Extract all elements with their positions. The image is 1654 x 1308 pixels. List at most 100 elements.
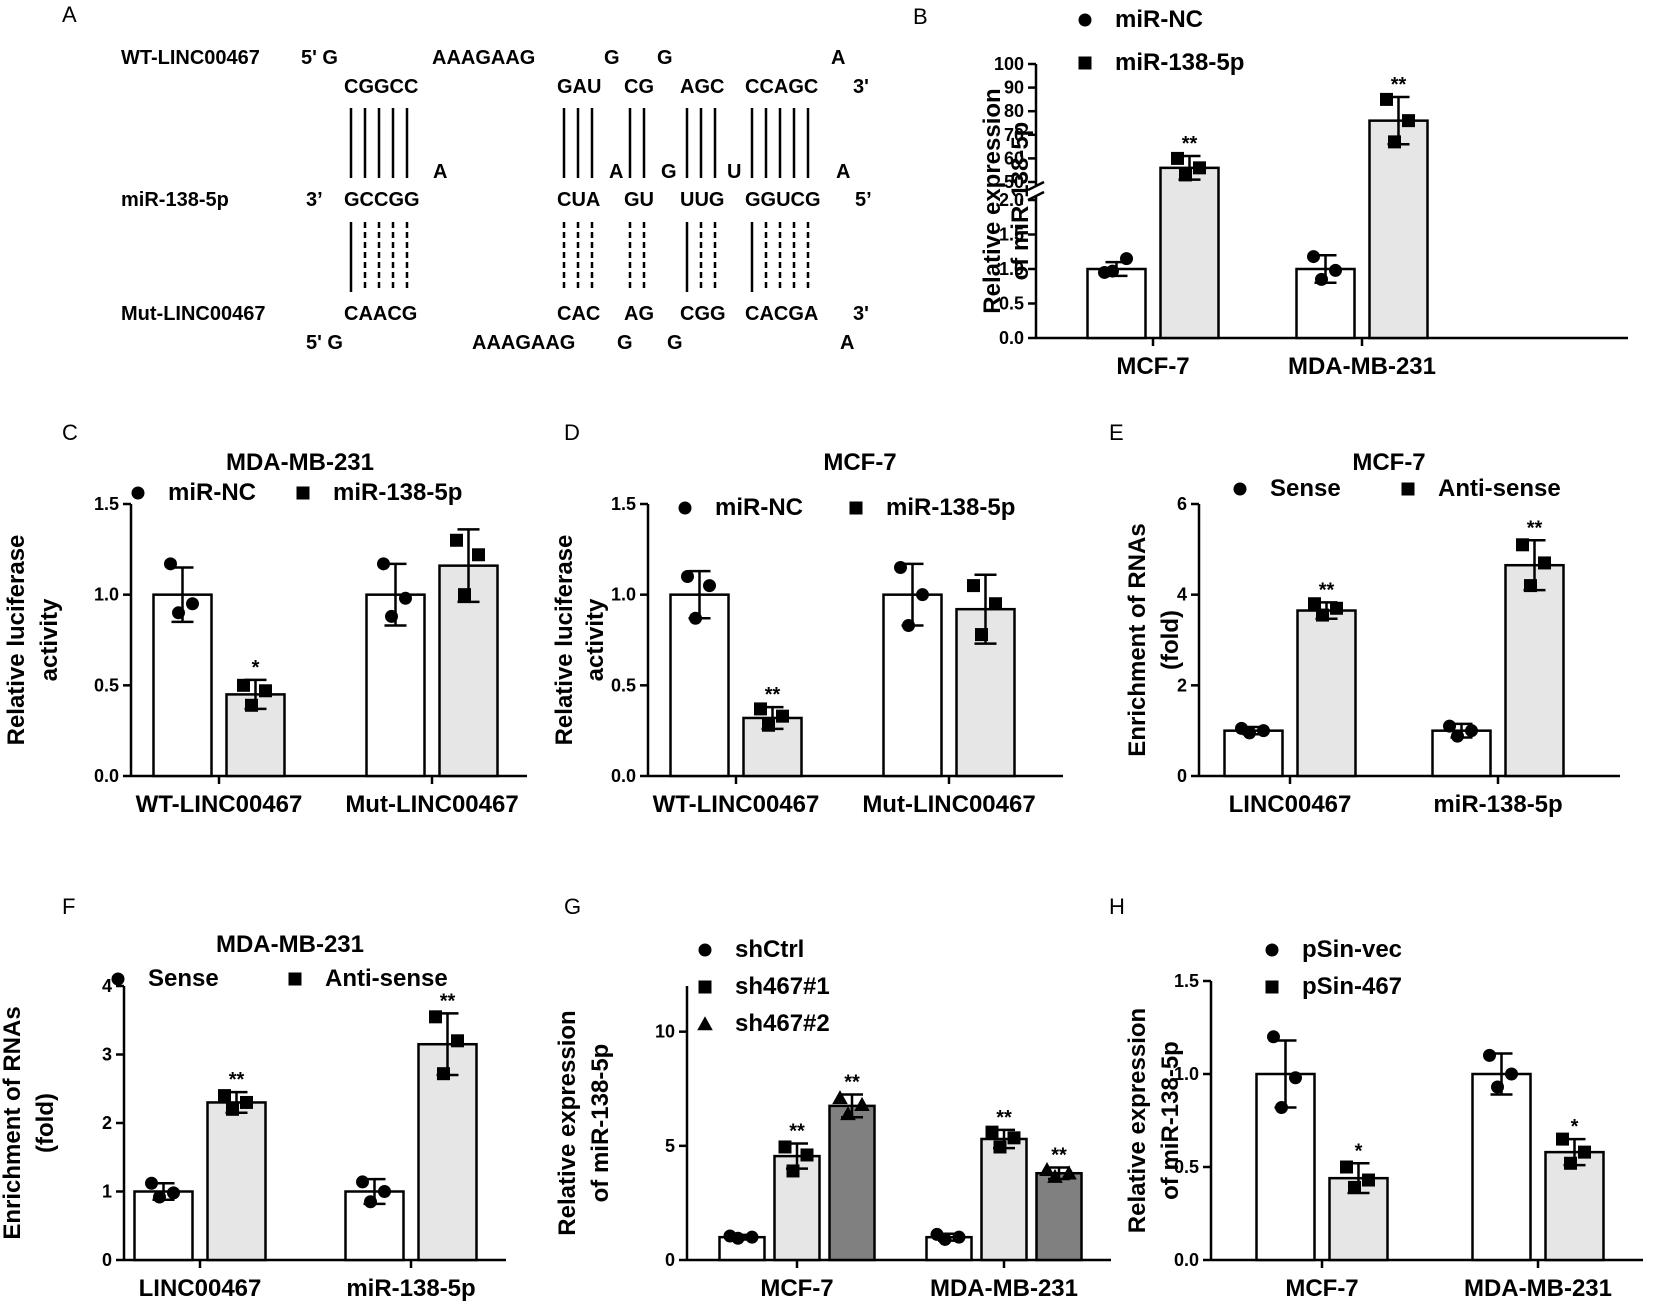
mut-bottom-seg-1: 5' G (306, 332, 343, 354)
y-tick-label: 60 (1004, 148, 1024, 168)
legend-marker (849, 501, 863, 515)
mut-label: Mut-LINC00467 (121, 303, 265, 325)
mir-seg-3: CUA (557, 189, 600, 211)
data-point (1316, 608, 1329, 622)
data-point (938, 1232, 952, 1246)
wt-pair-seg-3: CG (624, 76, 654, 98)
panel-label-b: B (913, 4, 928, 29)
data-point (989, 597, 1002, 611)
bar-group: * (1328, 1140, 1389, 1262)
data-point (745, 1230, 759, 1244)
y-tick-label: 6 (1177, 494, 1187, 514)
data-point (240, 1095, 253, 1109)
category-label: MDA-MB-231 (930, 1275, 1078, 1302)
significance-label: ** (996, 1107, 1012, 1129)
legend-marker (296, 486, 310, 500)
legend-marker (131, 486, 145, 500)
significance-label: ** (789, 1121, 805, 1143)
wt-top-seg-5: A (831, 47, 845, 69)
data-point (378, 1185, 391, 1198)
bar-group: * (1544, 1116, 1605, 1262)
mir-bulge-4: U (727, 161, 741, 183)
y-tick-label: 2 (1177, 675, 1187, 695)
bar (1504, 563, 1565, 778)
mut-pairing-lines (349, 222, 810, 292)
bar-group (1471, 1048, 1532, 1262)
data-point (1061, 1165, 1077, 1180)
data-point (377, 557, 390, 571)
y-tick-label: 50 (1004, 172, 1024, 192)
legend-marker (1078, 13, 1092, 27)
bar-group (882, 560, 943, 778)
y-tick-label: 1.5 (999, 225, 1024, 245)
y-tick-label: 90 (1004, 78, 1024, 98)
y-tick-label: 0 (1177, 766, 1187, 786)
legend-marker (288, 972, 302, 986)
chart-title: MDA-MB-231 (226, 449, 374, 476)
data-point (399, 591, 412, 605)
data-point (1171, 151, 1184, 165)
y-tick-label: 1 (102, 1182, 112, 1202)
chart-panel-f: 0 1 2 3 4 LINC00467 miR-138-5p ** ** MDA-MB-231 Se… (0, 931, 506, 1302)
data-point (458, 588, 471, 602)
data-point (985, 1125, 999, 1139)
legend-label: miR-NC (1115, 6, 1203, 33)
data-point (1315, 272, 1328, 286)
legend-marker (698, 943, 712, 957)
legend-label: miR-NC (715, 494, 803, 521)
panel-label-e: E (1109, 420, 1124, 445)
mut-pair-seg-3: AG (624, 303, 654, 325)
wt-top-seg-4: G (657, 47, 673, 69)
data-point (1564, 1156, 1577, 1170)
data-point (1047, 1168, 1063, 1183)
wt-label: WT-LINC00467 (121, 47, 260, 69)
chart-title: MCF-7 (823, 449, 896, 476)
y-tick-label: 0.5 (611, 675, 636, 695)
chart-panel-b: 0.0 0.5 1.0 1.5 2.050 60 70 80 90 100 MCF-7 MDA-MB-… (979, 6, 1628, 380)
data-point (902, 618, 915, 632)
legend-label: pSin-467 (1302, 973, 1402, 1000)
category-label: miR-138-5p (346, 1275, 475, 1302)
y-tick-label: 4 (1177, 585, 1187, 605)
y-tick-label: 2.0 (999, 190, 1024, 210)
data-point (186, 597, 199, 611)
y-tick-label: 4 (102, 976, 112, 996)
legend-marker (1401, 482, 1415, 496)
y-tick-label: 1.0 (94, 585, 119, 605)
mut-pair-seg-2: CAC (557, 303, 600, 325)
bar-group (718, 1229, 766, 1262)
y-tick-label: 0.5 (94, 675, 119, 695)
data-point (172, 606, 185, 620)
y-axis-label: Relative expression (554, 1010, 581, 1235)
data-point (451, 1034, 464, 1048)
mir-bulge-1: A (433, 161, 447, 183)
panel-label-g: G (564, 894, 581, 919)
mir-seg-1: 3’ (306, 189, 323, 211)
panel-label-f: F (62, 894, 75, 919)
mir-seg-4: GU (624, 189, 654, 211)
y-tick-label: 0.5 (999, 294, 1024, 314)
significance-label: ** (844, 1071, 860, 1093)
mut-pair-seg-1: CAACG (344, 303, 417, 325)
data-point (800, 1148, 814, 1162)
y-axis-label: Relative luciferase (551, 535, 578, 746)
data-point (145, 1176, 158, 1190)
y-tick-label: 0.5 (1174, 1157, 1199, 1177)
mir-seg-6: GGUCG (745, 189, 821, 211)
mir-seg-5: UUG (680, 189, 724, 211)
category-label: MDA-MB-231 (1288, 353, 1436, 380)
bar-group (1255, 1030, 1316, 1262)
y-tick-label: 0.0 (611, 766, 636, 786)
data-point (1465, 724, 1478, 738)
bar (669, 593, 730, 778)
data-point (689, 611, 702, 625)
wt-top-seg-3: G (604, 47, 620, 69)
legend-label: Anti-sense (1438, 475, 1561, 502)
legend-marker (111, 972, 125, 986)
category-label: MCF-7 (1285, 1275, 1358, 1302)
y-axis-label: of miR-138-5p (1157, 1041, 1184, 1200)
chart-panel-d: 0.0 0.5 1.0 1.5 WT-LINC00467 Mut-LINC00467 ** M… (551, 449, 1063, 818)
data-point (1380, 92, 1393, 106)
bar-group: ** (1159, 133, 1220, 340)
